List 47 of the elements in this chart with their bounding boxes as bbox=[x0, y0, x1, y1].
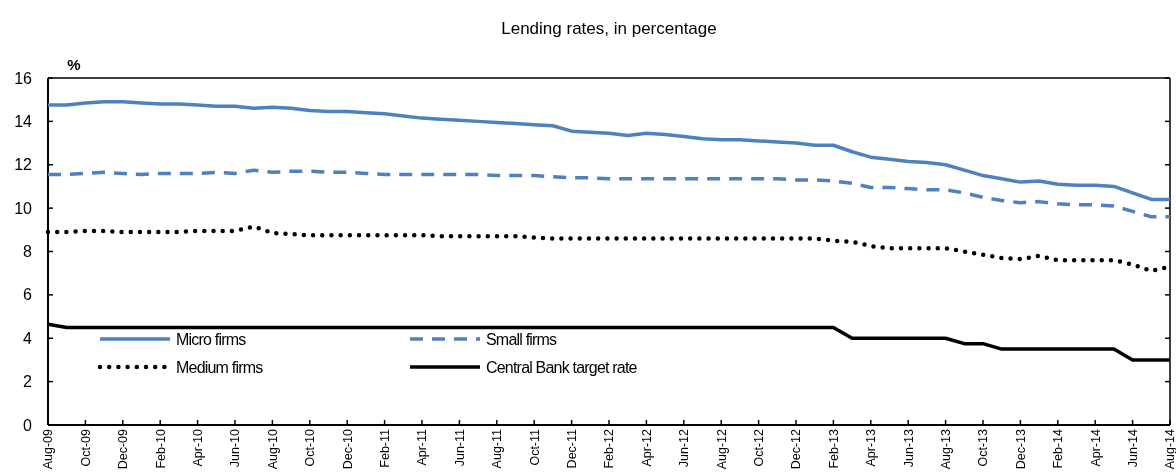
x-tick-label: Oct-13 bbox=[976, 428, 991, 467]
y-tick-label: 2 bbox=[23, 373, 33, 391]
y-tick-label: 0 bbox=[23, 416, 33, 434]
x-tick-label: Dec-13 bbox=[1013, 428, 1028, 470]
x-tick-label: Aug-09 bbox=[41, 428, 56, 470]
x-tick-label: Apr-14 bbox=[1088, 428, 1103, 467]
x-tick-label: Feb-12 bbox=[602, 428, 617, 469]
x-tick-label: Aug-11 bbox=[490, 428, 505, 469]
x-tick-label: Jun-10 bbox=[228, 428, 243, 468]
x-tick-label: Feb-14 bbox=[1051, 428, 1066, 469]
x-tick-label: Oct-12 bbox=[751, 428, 766, 467]
x-tick-label: Dec-12 bbox=[789, 428, 804, 470]
y-tick-label: 10 bbox=[14, 199, 33, 217]
line-series bbox=[46, 100, 1172, 202]
line-series bbox=[46, 168, 1172, 219]
x-tick-label: Apr-11 bbox=[415, 428, 430, 466]
x-tick-label: Aug-13 bbox=[938, 428, 953, 470]
x-tick-label: Jun-11 bbox=[452, 428, 467, 467]
y-axis-title: % bbox=[67, 56, 81, 73]
x-tick-label: Feb-10 bbox=[153, 428, 168, 469]
x-tick-label: Oct-09 bbox=[78, 428, 93, 467]
y-tick-label: 8 bbox=[23, 243, 33, 261]
x-tick-label: Apr-10 bbox=[190, 428, 205, 467]
x-tick-label: Dec-11 bbox=[564, 428, 579, 469]
x-tick-label: Dec-10 bbox=[340, 428, 355, 470]
x-tick-label: Aug-10 bbox=[265, 428, 280, 470]
legend-label: Small firms bbox=[486, 330, 558, 348]
x-tick-label: Oct-11 bbox=[527, 428, 542, 466]
x-tick-label: Feb-11 bbox=[377, 428, 392, 468]
x-tick-label: Apr-12 bbox=[639, 428, 654, 467]
legend-label: Medium firms bbox=[176, 358, 264, 376]
x-tick-label: Jun-14 bbox=[1125, 428, 1140, 468]
x-tick-label: Dec-09 bbox=[116, 428, 131, 470]
x-tick-label: Oct-10 bbox=[303, 428, 318, 467]
legend-label: Micro firms bbox=[176, 330, 247, 348]
x-tick-label: Jun-12 bbox=[677, 428, 692, 468]
x-tick-label: Apr-13 bbox=[864, 428, 879, 467]
y-tick-label: 6 bbox=[23, 286, 33, 304]
legend-label: Central Bank target rate bbox=[486, 358, 638, 376]
x-tick-label: Aug-12 bbox=[714, 428, 729, 470]
x-tick-label: Feb-13 bbox=[826, 428, 841, 469]
y-tick-label: 4 bbox=[23, 329, 33, 347]
y-tick-label: 16 bbox=[14, 69, 33, 87]
x-tick-label: Jun-13 bbox=[901, 428, 916, 468]
chart-title: Lending rates, in percentage bbox=[501, 19, 717, 38]
y-tick-label: 12 bbox=[14, 156, 33, 174]
y-tick-label: 14 bbox=[14, 112, 33, 130]
